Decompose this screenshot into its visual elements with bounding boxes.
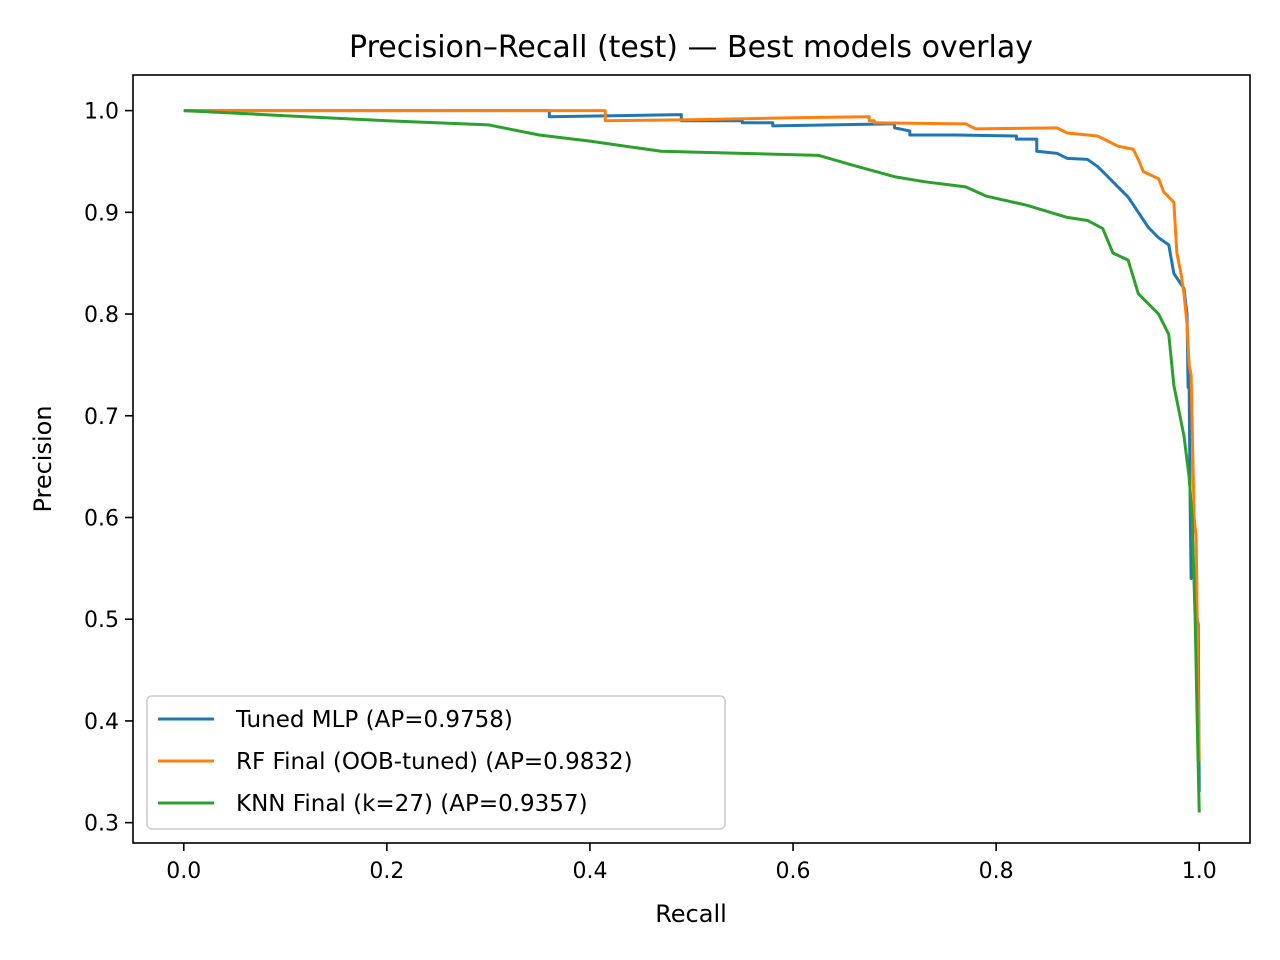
y-tick-label: 1.0 <box>84 100 119 125</box>
y-tick-label: 0.4 <box>84 710 119 735</box>
x-tick-label: 0.0 <box>166 859 201 884</box>
y-axis-label: Precision <box>29 405 57 512</box>
x-tick-label: 0.8 <box>979 859 1014 884</box>
plot-area <box>183 109 1201 813</box>
y-tick-label: 0.5 <box>84 608 119 633</box>
y-tick-label: 0.7 <box>84 405 119 430</box>
legend-box <box>146 695 726 830</box>
x-axis-label: Recall <box>655 900 727 928</box>
x-tick-label: 0.4 <box>572 859 607 884</box>
chart-title: Precision–Recall (test) — Best models ov… <box>349 30 1033 65</box>
legend-label-1: Tuned MLP (AP=0.9758) <box>235 707 513 733</box>
legend-label-3: KNN Final (k=27) (AP=0.9357) <box>236 791 588 817</box>
y-axis: 0.3 0.4 0.5 0.6 0.7 0.8 0.9 1.0 <box>84 100 133 837</box>
series-line-1 <box>183 109 1201 793</box>
x-tick-label: 0.2 <box>369 859 404 884</box>
x-tick-label: 0.6 <box>776 859 811 884</box>
x-axis: 0.0 0.2 0.4 0.6 0.8 1.0 <box>166 843 1217 884</box>
series-line-3 <box>183 109 1201 813</box>
y-tick-label: 0.3 <box>84 812 119 837</box>
x-tick-label: 1.0 <box>1182 859 1217 884</box>
series-line-2 <box>183 109 1201 762</box>
axes-frame <box>132 74 1251 844</box>
legend: Tuned MLP (AP=0.9758) RF Final (OOB-tuned… <box>146 695 726 830</box>
y-tick-label: 0.6 <box>84 506 119 531</box>
legend-label-2: RF Final (OOB-tuned) (AP=0.9832) <box>236 749 633 775</box>
y-tick-label: 0.8 <box>84 303 119 328</box>
y-tick-label: 0.9 <box>84 201 119 226</box>
